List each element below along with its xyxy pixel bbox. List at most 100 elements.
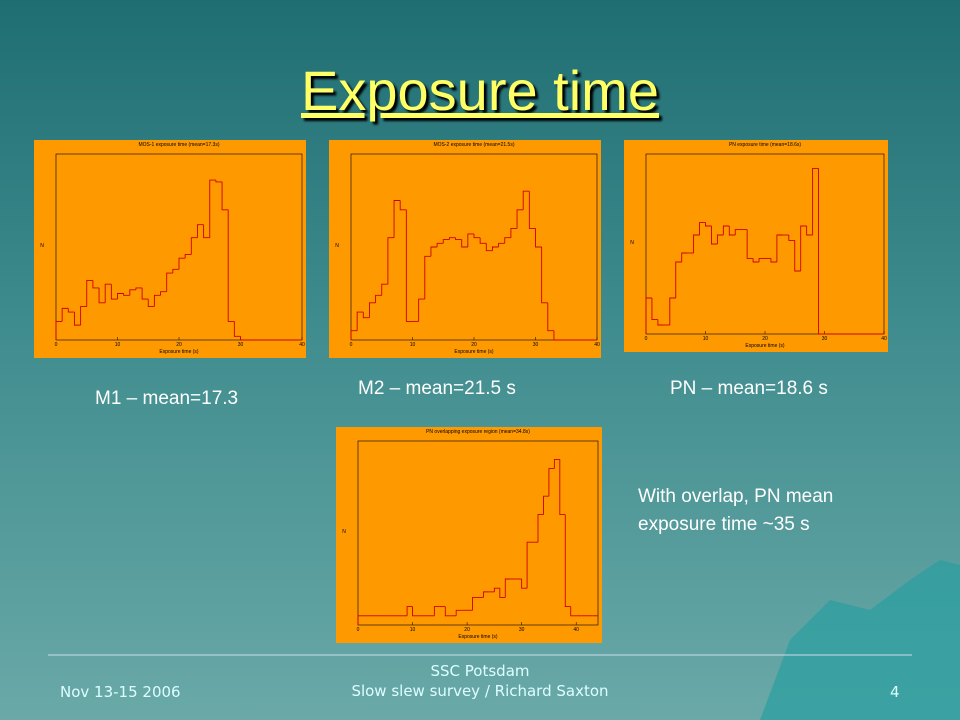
histogram-bin <box>722 225 730 235</box>
histogram-bin <box>516 209 524 229</box>
chart-title: PN overlapping exposure region (mean=34.… <box>426 429 530 435</box>
histogram-bin <box>479 237 487 244</box>
x-axis-label: Exposure time (s) <box>159 349 199 355</box>
x-tick-label: 0 <box>55 342 58 348</box>
histogram-bin <box>178 257 186 270</box>
histogram-bin <box>455 237 462 241</box>
x-tick-label: 10 <box>410 342 416 348</box>
panel <box>34 140 306 358</box>
histogram-bin <box>67 308 75 313</box>
histogram-bin <box>55 320 63 340</box>
histogram-bin <box>61 307 69 322</box>
histogram-bin <box>537 514 544 543</box>
histogram-bin <box>541 247 548 304</box>
x-tick-label: 20 <box>176 342 182 348</box>
histogram-bin <box>485 243 493 252</box>
histogram-bin <box>467 233 474 247</box>
histogram-bin <box>418 298 425 322</box>
histogram-bin <box>172 268 179 274</box>
histogram-bin <box>92 280 100 289</box>
histogram-bin <box>693 234 700 253</box>
histogram-bin <box>669 297 676 325</box>
histogram-bin <box>406 606 413 616</box>
histogram-bin <box>526 541 533 589</box>
histogram-bin <box>473 233 481 239</box>
histogram-bin <box>98 287 106 304</box>
histogram-bin <box>522 190 530 210</box>
x-tick-label: 40 <box>881 336 887 342</box>
histogram-bin <box>504 237 511 244</box>
histogram-bin <box>794 240 801 272</box>
histogram-bin <box>387 237 395 285</box>
histogram-bin <box>399 200 407 211</box>
histogram-bin <box>405 209 413 322</box>
histogram-bin <box>483 591 489 598</box>
histogram-bin <box>153 294 161 307</box>
histogram-bin <box>209 179 216 238</box>
histogram-bin <box>734 229 742 235</box>
histogram-bin <box>362 312 370 319</box>
histogram-bin <box>444 606 451 617</box>
x-tick-label: 10 <box>115 342 121 348</box>
x-tick-label: 40 <box>594 342 600 348</box>
histogram-bin <box>535 228 542 248</box>
histogram-bin <box>80 306 87 326</box>
histogram-bin <box>430 246 438 257</box>
x-tick-label: 20 <box>471 342 477 348</box>
histogram-bin <box>645 297 652 334</box>
histogram-bin <box>746 229 754 259</box>
x-tick-label: 10 <box>410 627 416 633</box>
histogram-bin <box>553 330 561 341</box>
chart-title: PN exposure time (mean=18.6s) <box>729 142 801 148</box>
histogram-bin <box>123 293 130 296</box>
histogram-bin <box>356 311 364 331</box>
histogram-bin <box>498 242 505 247</box>
x-tick-label: 40 <box>573 627 579 633</box>
histogram-bin <box>716 234 724 244</box>
histogram-bin <box>548 468 555 497</box>
histogram-bin <box>104 283 112 303</box>
histogram-bin <box>461 239 468 248</box>
histogram-bin <box>752 258 760 263</box>
histogram-bin <box>528 191 536 229</box>
histogram-bin <box>553 458 560 469</box>
histogram-bin <box>493 587 500 592</box>
histogram-bin <box>504 578 511 598</box>
x-axis-label: Exposure time (s) <box>458 634 498 640</box>
decor <box>760 560 960 720</box>
histogram-bin <box>357 615 364 625</box>
histogram-bin <box>197 224 204 238</box>
chart-title: MOS-2 exposure time (mean=21.5s) <box>433 142 514 148</box>
footer-talk: Slow slew survey / Richard Saxton <box>351 682 609 700</box>
histogram-bin <box>711 226 718 245</box>
histogram-bin <box>492 246 499 251</box>
histogram-bin <box>788 235 795 241</box>
caption: PN – mean=18.6 s <box>670 378 828 399</box>
histogram-bin <box>728 226 736 236</box>
histogram-bin <box>758 257 765 262</box>
y-axis-label: N <box>342 529 346 535</box>
histogram-bin <box>812 167 819 235</box>
x-tick-label: 20 <box>464 627 470 633</box>
histogram-bin <box>770 258 777 263</box>
panel <box>336 427 602 643</box>
x-tick-label: 0 <box>357 627 360 633</box>
histogram-bin <box>110 284 118 300</box>
footer-venue: SSC Potsdam <box>430 662 530 680</box>
histogram-bin <box>233 321 241 337</box>
histogram-bin <box>141 287 149 300</box>
caption: M1 – mean=17.3 <box>95 388 239 409</box>
x-tick-label: 10 <box>703 336 709 342</box>
histogram-bin <box>699 221 706 235</box>
histogram-bin <box>74 312 81 326</box>
histogram-bin <box>117 293 124 300</box>
x-tick-label: 30 <box>533 342 539 348</box>
histogram-bin <box>776 234 783 262</box>
histogram-bin <box>800 225 807 271</box>
x-tick-label: 30 <box>238 342 244 348</box>
histogram-bin <box>472 596 478 611</box>
caption: With overlap, PN mean exposure time ~35 … <box>638 486 834 535</box>
histogram-bin <box>564 514 571 608</box>
histogram-bin <box>190 237 198 255</box>
